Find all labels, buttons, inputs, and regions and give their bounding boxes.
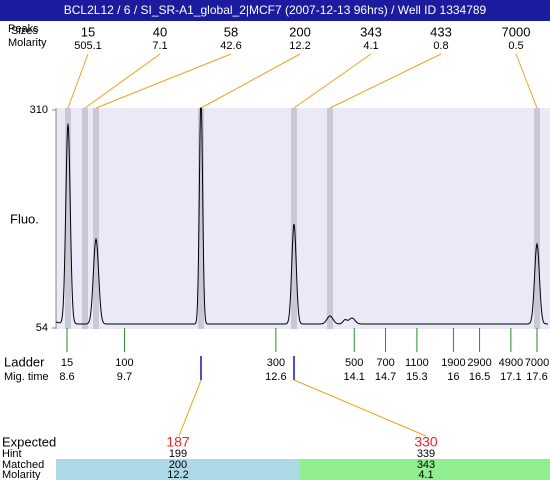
peak-connector (95, 53, 232, 109)
matched-value: 343 (417, 459, 435, 471)
expected-value: 187 (166, 434, 190, 450)
ladder-time: 17.1 (500, 371, 521, 383)
match-connector (178, 379, 202, 437)
ladder-time: 16.5 (469, 371, 490, 383)
expected-row-label: Expected (2, 434, 56, 449)
molarity-value: 4.1 (418, 469, 433, 480)
peak-connector (84, 53, 161, 109)
ladder-size: 300 (267, 357, 285, 369)
peak-size: 433 (430, 24, 452, 39)
mig-time-label: Mig. time (4, 371, 49, 383)
peak-molarity: 4.1 (363, 40, 378, 52)
match-connector (293, 379, 427, 437)
peak-band (291, 108, 297, 329)
size-label: Sizes (11, 25, 38, 37)
ladder-size: 2900 (467, 357, 491, 369)
peak-size: 40 (153, 24, 167, 39)
ladder-size: 7000 (525, 357, 549, 369)
peak-molarity: 12.2 (289, 40, 310, 52)
peak-molarity: 42.6 (220, 40, 241, 52)
ladder-time: 15.3 (406, 371, 427, 383)
peak-connector (200, 53, 301, 109)
ladder-time: 17.6 (526, 371, 547, 383)
ladder-time: 14.1 (344, 371, 365, 383)
title-bar (0, 0, 550, 21)
y-tick-label: 54 (36, 322, 48, 334)
expected-row-label: Matched (2, 459, 44, 471)
peak-connector (515, 53, 538, 109)
ladder-time: 8.6 (59, 371, 74, 383)
peak-connector (329, 53, 442, 109)
ladder-size: 700 (376, 357, 394, 369)
peak-band (93, 108, 99, 329)
peak-size: 7000 (502, 24, 531, 39)
ladder-size: 4900 (499, 357, 523, 369)
peak-connector (293, 53, 372, 109)
ladder-size: 100 (115, 357, 133, 369)
ladder-time: 9.7 (117, 371, 132, 383)
peak-molarity: 0.8 (433, 40, 448, 52)
peak-band (65, 108, 71, 329)
ladder-size: 500 (345, 357, 363, 369)
matched-value: 200 (169, 459, 187, 471)
ladder-time: 12.6 (265, 371, 286, 383)
peak-label: Peaks (8, 23, 39, 35)
match-band-2 (300, 459, 550, 480)
peak-band (198, 108, 204, 329)
ladder-size: 1900 (441, 357, 465, 369)
expected-row-label: Molarity (2, 469, 41, 480)
peak-connector (67, 53, 89, 109)
fluo-label: Fluo. (10, 211, 39, 226)
peak-band (327, 108, 333, 329)
trace (55, 107, 548, 325)
ladder-size: 1100 (405, 357, 429, 369)
ladder-label: Ladder (4, 354, 45, 369)
expected-row-label: Hint (2, 448, 22, 460)
peak-molarity: 0.5 (508, 40, 523, 52)
peak-molarity: 7.1 (152, 40, 167, 52)
peak-size: 343 (360, 24, 382, 39)
expected-value: 330 (414, 434, 438, 450)
ladder-size: 15 (61, 357, 73, 369)
y-tick-label: 310 (30, 104, 48, 116)
match-band-1 (56, 459, 300, 480)
peak-size: 58 (224, 24, 238, 39)
ladder-time: 16 (447, 371, 459, 383)
peak-band (82, 108, 88, 329)
peak-molarity: 505.1 (74, 40, 102, 52)
molarity-value: 12.2 (167, 469, 188, 480)
molarity-label: Molarity (8, 37, 47, 49)
plot-area (56, 108, 550, 329)
hint-value: 339 (417, 448, 435, 460)
peak-size: 15 (81, 24, 95, 39)
ladder-time: 14.7 (375, 371, 396, 383)
hint-value: 199 (169, 448, 187, 460)
peak-band (534, 108, 540, 329)
peak-size: 200 (289, 24, 311, 39)
title: BCL2L12 / 6 / SI_SR-A1_global_2|MCF7 (20… (64, 3, 487, 17)
